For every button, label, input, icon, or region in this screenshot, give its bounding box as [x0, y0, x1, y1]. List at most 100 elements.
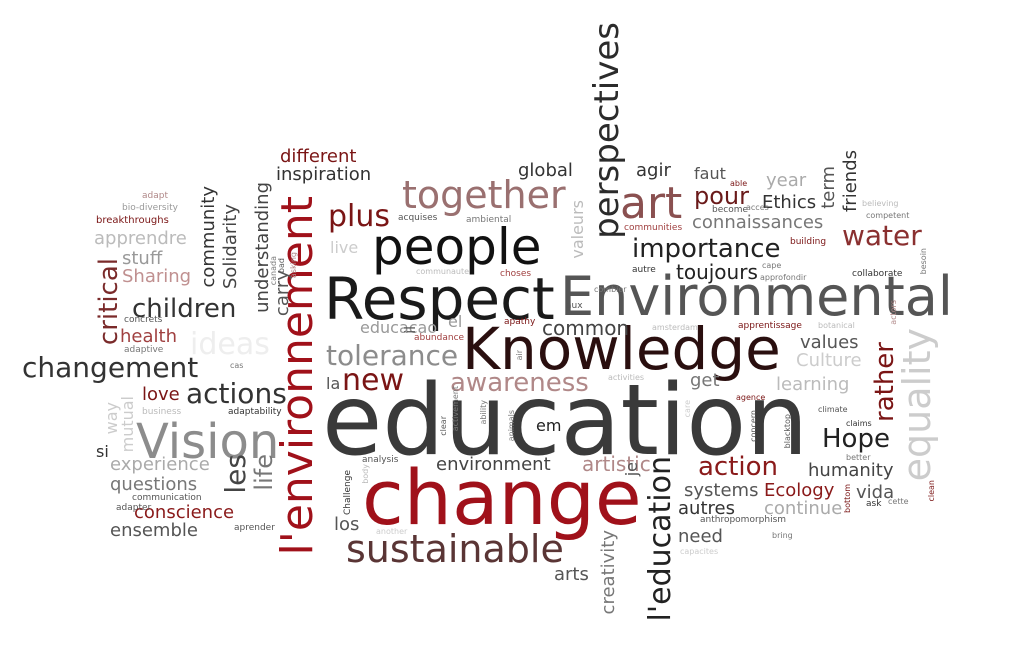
- word-asking: asking: [289, 252, 298, 279]
- word-mutual: mutual: [118, 396, 137, 453]
- word-equality: equality: [895, 328, 939, 482]
- word-values: values: [800, 332, 859, 353]
- word-acces: acces: [746, 203, 769, 212]
- word-friends: friends: [840, 150, 861, 213]
- word-competent: competent: [866, 211, 910, 220]
- word-communication: communication: [132, 493, 202, 503]
- word-activement: activement: [451, 386, 460, 432]
- word-environment: environment: [436, 454, 551, 475]
- word-life: life: [250, 454, 278, 491]
- word-art: art: [620, 178, 683, 229]
- word-challenge: Challenge: [343, 470, 353, 515]
- word-rather: rather: [870, 342, 900, 422]
- word-learning: learning: [776, 374, 850, 395]
- word-ideas: ideas: [190, 327, 270, 362]
- word-arts: arts: [554, 564, 589, 585]
- word-clear: clear: [439, 416, 448, 436]
- word-ask: ask: [866, 499, 882, 509]
- word-new: new: [342, 363, 405, 398]
- word-adapter: adapter: [116, 503, 152, 513]
- word-je: je: [622, 462, 641, 477]
- word-need: need: [678, 526, 723, 547]
- word-care: care: [683, 400, 692, 418]
- word-ecology: Ecology: [764, 480, 835, 501]
- word-vida: vida: [856, 482, 895, 503]
- word-stuff: stuff: [122, 248, 163, 269]
- word-climate: climate: [818, 405, 848, 414]
- word-l-education: l'education: [643, 456, 678, 622]
- word-l-environnement: l'environnement: [272, 196, 323, 556]
- word-ambiental: ambiental: [466, 215, 512, 225]
- word-communaute: communaute: [416, 267, 470, 276]
- word-bottom: bottom: [843, 484, 852, 513]
- word-artistic: artistic: [582, 452, 651, 476]
- word-respect: Respect: [324, 265, 555, 333]
- word-another: another: [376, 527, 408, 536]
- word-common: common: [542, 316, 630, 340]
- word-la: la: [326, 374, 341, 393]
- word-si: si: [96, 442, 109, 461]
- word-people: people: [372, 218, 542, 276]
- word-apathy: apathy: [504, 317, 536, 327]
- word-activities: activities: [608, 373, 645, 382]
- word-awareness: awareness: [450, 368, 589, 398]
- word-experience: experience: [110, 454, 210, 475]
- word-term: term: [818, 166, 839, 209]
- word-air: air: [515, 350, 524, 361]
- word-adapt: adapt: [142, 191, 168, 201]
- word-actors: actors: [889, 300, 898, 325]
- word-besoin: besoin: [919, 248, 928, 275]
- word-cape: cape: [762, 261, 782, 270]
- word-critical: critical: [94, 258, 124, 346]
- word-believing: believing: [862, 199, 899, 208]
- word-water: water: [842, 219, 922, 252]
- word-humanity: humanity: [808, 460, 894, 481]
- word-connaissances: connaissances: [692, 212, 824, 233]
- word-concern: concern: [749, 410, 758, 442]
- word-become: become: [712, 205, 749, 215]
- word-better: better: [846, 453, 871, 462]
- word-environmental: Environmental: [560, 265, 953, 328]
- word-approfondir: approfondir: [760, 273, 807, 282]
- word-agence: agence: [736, 393, 766, 402]
- word-get: get: [690, 370, 720, 391]
- word-changement: changement: [22, 351, 199, 384]
- word-apprendre: apprendre: [94, 228, 187, 249]
- word-bad: bad: [277, 258, 286, 274]
- word-importance: importance: [632, 234, 781, 264]
- word-building: building: [790, 237, 827, 247]
- word-educacao: educacao: [360, 318, 438, 337]
- word-questions: questions: [110, 474, 198, 495]
- word-aprender: aprender: [234, 523, 275, 533]
- word-global: global: [518, 160, 573, 181]
- word-action: action: [698, 452, 779, 482]
- word-perspectives: perspectives: [587, 22, 627, 239]
- word-abundance: abundance: [414, 333, 465, 343]
- word-bring: bring: [772, 531, 793, 540]
- word-faut: faut: [694, 164, 726, 183]
- word-capacites: capacites: [680, 547, 719, 556]
- word-children: children: [132, 294, 237, 324]
- word-change: change: [362, 453, 642, 542]
- word-hope: Hope: [822, 424, 890, 454]
- word-bio-diversity: bio-diversity: [122, 203, 178, 213]
- word-apprentissage: apprentissage: [738, 321, 802, 331]
- word-choses: choses: [500, 269, 532, 279]
- word-claims: claims: [846, 419, 872, 428]
- word-able: able: [730, 179, 748, 188]
- word-inspiration: inspiration: [276, 164, 372, 185]
- word-pour: pour: [694, 182, 749, 210]
- word-botanical: botanical: [818, 321, 855, 330]
- word-autre: autre: [632, 265, 656, 275]
- word-tolerance: tolerance: [326, 339, 459, 372]
- word-culture: Culture: [796, 350, 862, 371]
- word-continue: continue: [764, 498, 843, 519]
- word-concrets: concrets: [124, 315, 163, 325]
- word-valeurs: valeurs: [568, 200, 587, 259]
- word-community: community: [198, 186, 219, 288]
- word-creativity: creativity: [598, 530, 619, 615]
- word-education: education: [322, 364, 809, 478]
- word-ability: ability: [479, 400, 488, 425]
- word-breakthroughs: breakthroughs: [96, 215, 169, 226]
